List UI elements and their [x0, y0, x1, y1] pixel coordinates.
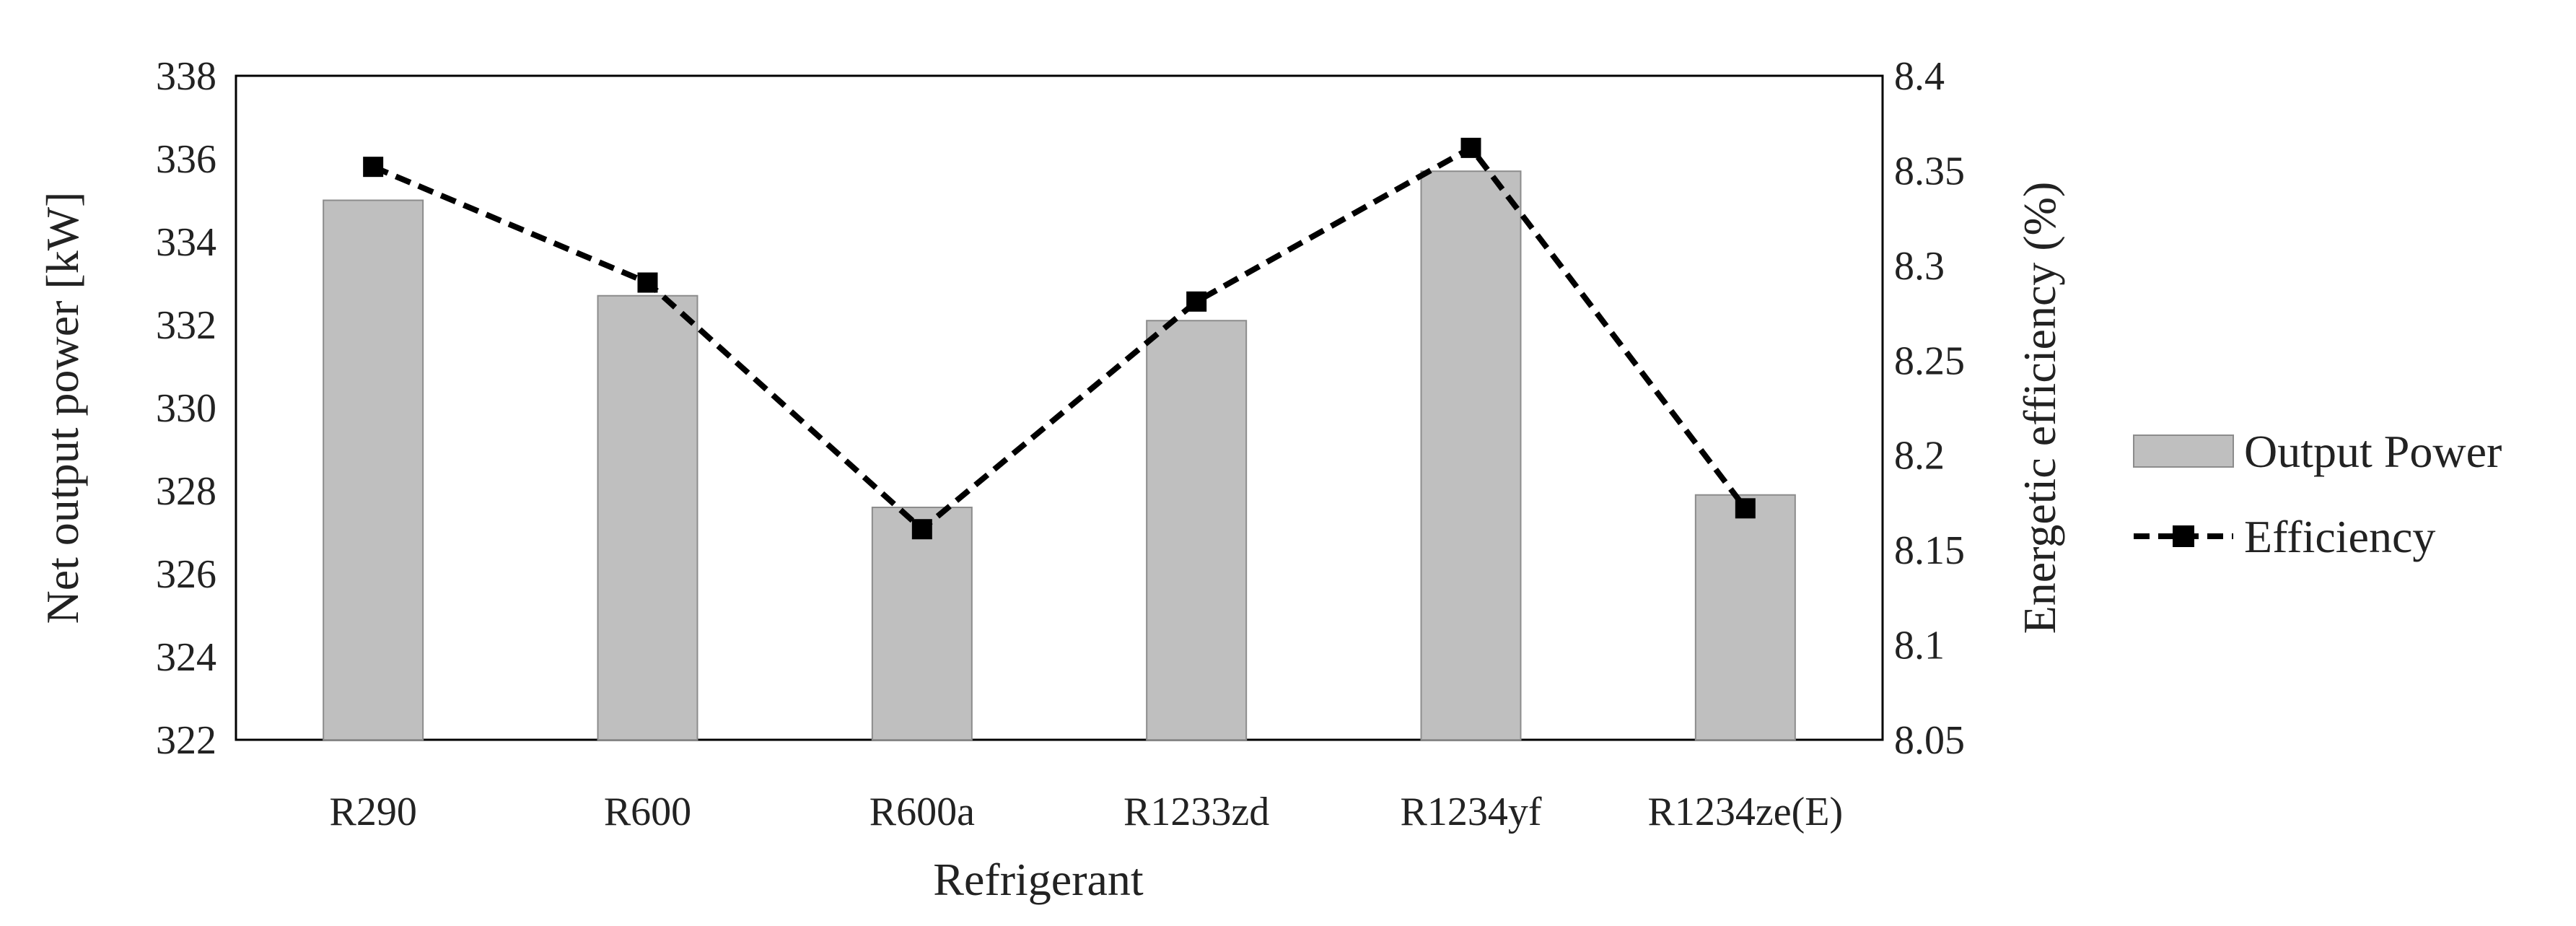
- category-label-R290: R290: [329, 790, 416, 834]
- left-tick-label: 326: [156, 552, 216, 597]
- left-tick-label: 330: [156, 386, 216, 431]
- legend-label-output-power: Output Power: [2244, 426, 2502, 477]
- legend-marker-icon: [2173, 525, 2194, 547]
- category-label-R600: R600: [604, 790, 691, 834]
- left-axis-ticks: 322 324 326 328 330 332 334 336 338: [156, 54, 216, 763]
- bar-R1234yf: [1420, 170, 1522, 741]
- left-tick-label: 324: [156, 635, 216, 680]
- left-tick-label: 336: [156, 137, 216, 182]
- efficiency-line-layer: [363, 137, 1756, 540]
- left-axis-title: Net output power [kW]: [37, 192, 88, 624]
- right-axis-title: Energetic efficiency (%): [2014, 182, 2065, 634]
- efficiency-marker-R600: [637, 272, 658, 293]
- category-tick-labels: R290 R600 R600a R1233zd R1234yf R1234ze(E): [329, 790, 1843, 834]
- bars-layer: [323, 170, 1796, 741]
- right-tick-label: 8.35: [1894, 149, 1965, 193]
- plot-area: [235, 74, 1884, 741]
- bar-R1233zd: [1146, 320, 1248, 741]
- right-axis-ticks: 8.05 8.1 8.15 8.2 8.25 8.3 8.35 8.4: [1894, 54, 1965, 763]
- right-tick-label: 8.4: [1894, 54, 1945, 99]
- efficiency-marker-R1234ze(E): [1735, 498, 1756, 519]
- x-axis-title: Refrigerant: [933, 854, 1144, 905]
- bar-R600: [597, 294, 698, 741]
- efficiency-marker-R1234yf: [1460, 137, 1481, 158]
- right-tick-label: 8.05: [1894, 718, 1965, 763]
- efficiency-marker-R290: [363, 157, 384, 178]
- legend-label-efficiency: Efficiency: [2244, 511, 2435, 562]
- left-tick-label: 322: [156, 718, 216, 763]
- legend-bar-swatch: [2133, 434, 2234, 468]
- right-tick-label: 8.15: [1894, 528, 1965, 573]
- legend: Output Power Efficiency: [2133, 426, 2502, 562]
- efficiency-marker-R1233zd: [1186, 291, 1207, 312]
- left-tick-label: 328: [156, 469, 216, 514]
- left-tick-label: 338: [156, 54, 216, 99]
- left-tick-label: 332: [156, 303, 216, 348]
- left-tick-label: 334: [156, 220, 216, 265]
- bar-R290: [323, 199, 424, 741]
- efficiency-line: [372, 144, 1748, 533]
- efficiency-marker-R600a: [911, 519, 932, 540]
- bar-R600a: [871, 507, 973, 741]
- right-tick-label: 8.1: [1894, 624, 1945, 668]
- category-label-R1234ze(E): R1234ze(E): [1648, 790, 1844, 834]
- right-tick-label: 8.3: [1894, 244, 1945, 289]
- right-tick-label: 8.25: [1894, 338, 1965, 383]
- category-label-R1233zd: R1233zd: [1123, 790, 1269, 834]
- right-tick-label: 8.2: [1894, 434, 1945, 479]
- category-label-R1234yf: R1234yf: [1401, 790, 1542, 834]
- category-label-R600a: R600a: [869, 790, 975, 834]
- bar-R1234ze(E): [1694, 494, 1796, 741]
